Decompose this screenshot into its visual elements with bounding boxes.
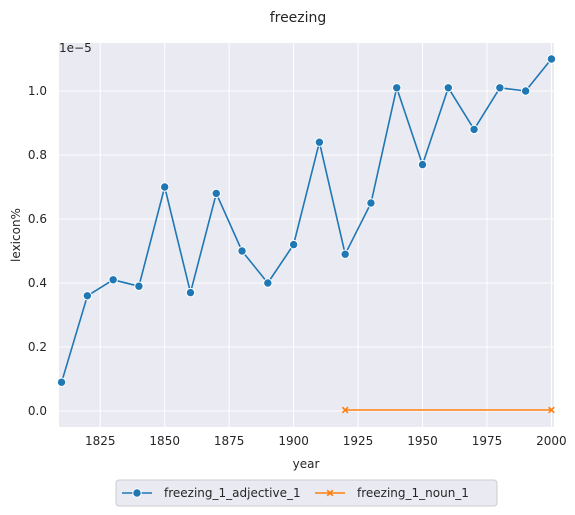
data-point <box>134 281 144 291</box>
data-point <box>160 182 170 192</box>
data-point <box>443 83 453 93</box>
legend-label: freezing_1_adjective_1 <box>164 486 301 500</box>
data-point <box>417 159 428 170</box>
data-point <box>185 287 196 298</box>
legend-marker <box>326 489 334 497</box>
data-point-stroke <box>341 406 349 414</box>
data-point-stroke <box>548 406 555 414</box>
x-tick-label: 1925 <box>343 434 374 448</box>
legend-box <box>115 479 498 507</box>
y-axis-title: lexicon% <box>9 208 23 262</box>
data-point <box>108 275 118 285</box>
data-point <box>495 83 505 93</box>
data-point <box>56 377 67 387</box>
x-tick-label: 1850 <box>149 434 180 448</box>
legend-entry: freezing_1_adjective_1 <box>122 486 301 500</box>
y-axis: 0.0 0.2 0.4 0.6 0.8 1.0 <box>28 84 47 418</box>
x-tick-label: 2000 <box>536 434 567 448</box>
data-point <box>469 124 479 135</box>
legend-entry: freezing_1_noun_1 <box>315 486 469 500</box>
legend-label: freezing_1_noun_1 <box>357 486 469 500</box>
x-tick-label: 1875 <box>214 434 245 448</box>
data-point <box>288 239 299 250</box>
legend-marker <box>132 488 142 498</box>
data-point <box>237 246 247 256</box>
y-tick-label: 1.0 <box>28 84 47 98</box>
data-point <box>82 291 93 301</box>
data-point <box>211 188 221 199</box>
y-tick-label: 0.0 <box>28 404 47 418</box>
data-point <box>520 86 531 96</box>
x-tick-label: 1900 <box>278 434 309 448</box>
legend: freezing_1_adjective_1 freezing_1_noun_1 <box>115 479 498 507</box>
y-offset-label: 1e−5 <box>59 41 92 55</box>
plot-area <box>59 43 554 427</box>
series-layer <box>56 54 557 414</box>
y-tick-label: 0.2 <box>28 340 47 354</box>
y-tick-label: 0.6 <box>28 212 47 226</box>
data-point <box>392 83 402 93</box>
data-point <box>263 278 273 288</box>
data-point <box>341 406 349 414</box>
x-axis: 1825 1850 1875 1900 1925 1950 1975 2000 <box>85 434 567 448</box>
series-line <box>60 58 553 383</box>
x-tick-label: 1975 <box>472 434 503 448</box>
y-tick-label: 0.4 <box>28 276 47 290</box>
chart-title: freezing <box>270 10 327 26</box>
x-tick-label: 1825 <box>85 434 116 448</box>
data-point <box>548 406 555 414</box>
data-point <box>546 54 557 64</box>
x-tick-label: 1950 <box>407 434 438 448</box>
data-point <box>314 137 325 147</box>
y-tick-label: 0.8 <box>28 148 47 162</box>
data-point <box>366 198 376 208</box>
data-point <box>340 249 350 259</box>
x-axis-title: year <box>293 457 320 471</box>
